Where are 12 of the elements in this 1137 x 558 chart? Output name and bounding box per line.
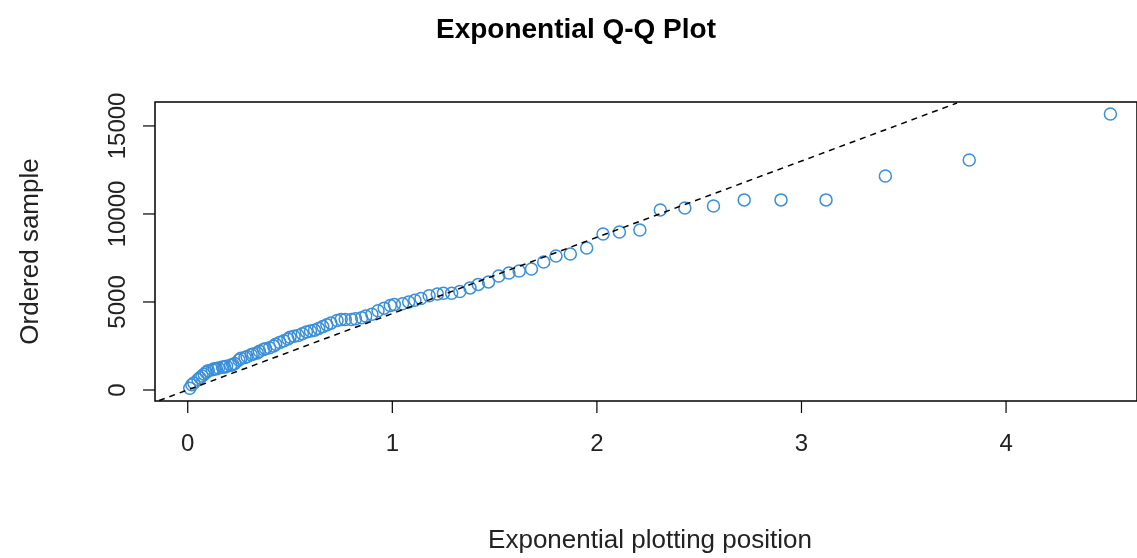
x-tick-label: 0 [181, 429, 195, 456]
y-tick-label: 5000 [103, 275, 130, 329]
y-axis-title: Ordered sample [14, 158, 44, 345]
x-tick-label: 3 [794, 429, 809, 456]
y-tick-label: 15000 [103, 92, 130, 160]
x-tick-label: 4 [999, 429, 1013, 456]
x-tick-label: 2 [590, 429, 604, 456]
x-axis-title: Exponential plotting position [488, 524, 812, 554]
x-tick-label: 1 [385, 429, 399, 456]
y-tick-label: 0 [103, 383, 130, 397]
chart-title: Exponential Q-Q Plot [435, 13, 717, 44]
y-tick-label: 10000 [103, 180, 130, 248]
